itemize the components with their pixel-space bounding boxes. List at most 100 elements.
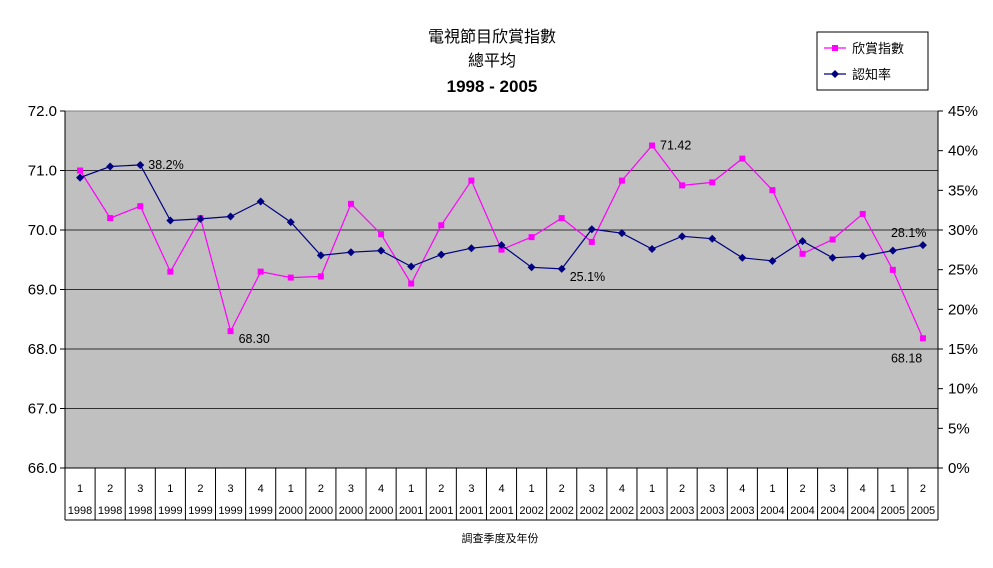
category-quarter-label: 3	[709, 483, 715, 495]
annotations: 38.2% 68.30 25.1% 71.42 28.1% 68.18	[148, 139, 926, 366]
right-axis: 45% 40% 35% 30% 25% 20% 15% 10% 5% 0%	[937, 103, 978, 477]
data-point-awareness	[858, 252, 867, 261]
category-quarter-label: 3	[137, 483, 143, 495]
data-point-awareness	[106, 162, 115, 171]
category-quarter-label: 4	[860, 483, 866, 495]
left-axis: 72.0 71.0 70.0 69.0 68.0 67.0 66.0	[28, 103, 66, 477]
data-point-awareness	[918, 241, 927, 250]
category-quarter-label: 1	[890, 483, 896, 495]
category-quarter-label: 2	[438, 483, 444, 495]
data-point-awareness	[346, 248, 355, 257]
category-year-label: 2002	[549, 505, 573, 517]
right-tick-label: 25%	[948, 262, 978, 279]
data-point-appreciation	[107, 215, 114, 222]
data-point-awareness	[377, 246, 386, 255]
category-year-label: 2005	[881, 505, 905, 517]
data-point-awareness	[256, 197, 265, 206]
data-point-appreciation	[167, 268, 174, 275]
right-tick-label: 20%	[948, 301, 978, 318]
data-point-appreciation	[378, 231, 385, 238]
category-quarter-label: 1	[769, 483, 775, 495]
data-point-awareness	[617, 229, 626, 238]
data-point-awareness	[708, 234, 717, 243]
data-point-awareness	[196, 214, 205, 223]
data-point-awareness	[76, 173, 85, 182]
data-point-awareness	[407, 262, 416, 271]
category-quarter-label: 2	[318, 483, 324, 495]
gridlines	[65, 170, 938, 409]
data-label: 71.42	[660, 139, 691, 153]
data-point-appreciation	[317, 273, 324, 280]
data-point-awareness	[888, 246, 897, 255]
data-point-appreciation	[347, 200, 354, 207]
series	[76, 142, 927, 342]
category-quarter-label: 1	[649, 483, 655, 495]
data-point-awareness	[316, 251, 325, 260]
category-year-label: 1999	[248, 505, 272, 517]
legend-box	[816, 31, 929, 91]
data-point-awareness	[768, 256, 777, 265]
right-tick-label: 0%	[948, 460, 970, 477]
category-quarter-label: 3	[228, 483, 234, 495]
category-year-label: 2000	[339, 505, 363, 517]
right-tick-label: 35%	[948, 182, 978, 199]
category-year-label: 1998	[128, 505, 152, 517]
category-year-label: 2002	[610, 505, 634, 517]
data-point-awareness	[166, 216, 175, 225]
category-year-label: 2001	[489, 505, 513, 517]
right-tick-label: 5%	[948, 420, 970, 437]
category-year-label: 2004	[790, 505, 814, 517]
title-line-1: 電視節目欣賞指數	[428, 27, 556, 46]
category-quarter-label: 3	[348, 483, 354, 495]
left-tick-label: 72.0	[28, 103, 57, 120]
data-point-awareness	[678, 232, 687, 241]
category-quarter-label: 3	[830, 483, 836, 495]
data-point-awareness	[437, 250, 446, 259]
category-quarter-label: 1	[529, 483, 535, 495]
right-tick-label: 40%	[948, 143, 978, 160]
category-year-label: 1998	[68, 505, 92, 517]
data-point-awareness	[648, 245, 657, 254]
legend-marker-awareness	[831, 70, 839, 78]
category-quarter-label: 4	[258, 483, 264, 495]
chart-title: 電視節目欣賞指數 總平均 1998 - 2005	[428, 27, 556, 96]
data-point-awareness	[527, 263, 536, 272]
category-year-label: 2001	[429, 505, 453, 517]
data-point-appreciation	[889, 266, 896, 273]
data-point-appreciation	[438, 222, 445, 229]
data-point-appreciation	[227, 328, 234, 335]
category-year-label: 2001	[399, 505, 423, 517]
data-point-appreciation	[558, 215, 565, 222]
category-year-label: 2002	[519, 505, 543, 517]
data-point-appreciation	[137, 203, 144, 210]
category-quarter-label: 3	[468, 483, 474, 495]
legend-label-appreciation: 欣賞指數	[852, 42, 904, 57]
category-quarter-label: 2	[799, 483, 805, 495]
data-point-awareness	[286, 218, 295, 227]
category-quarter-label: 2	[197, 483, 203, 495]
category-quarter-label: 1	[288, 483, 294, 495]
category-quarter-label: 2	[679, 483, 685, 495]
data-point-appreciation	[709, 179, 716, 186]
data-point-awareness	[557, 264, 566, 273]
data-point-appreciation	[257, 268, 264, 275]
category-quarter-label: 4	[498, 483, 504, 495]
category-year-label: 2003	[640, 505, 664, 517]
left-tick-label: 67.0	[28, 401, 57, 418]
category-year-label: 2004	[760, 505, 784, 517]
data-point-awareness	[738, 253, 747, 262]
data-point-appreciation	[799, 250, 806, 257]
legend: 欣賞指數 認知率	[816, 31, 929, 91]
left-tick-label: 70.0	[28, 222, 57, 239]
data-point-awareness	[587, 225, 596, 234]
data-point-awareness	[828, 253, 837, 262]
category-year-label: 2003	[700, 505, 724, 517]
category-quarter-label: 4	[619, 483, 625, 495]
data-label: 38.2%	[148, 158, 183, 172]
category-axis: 1 1998 2 1998 3 1998 1 1999 2 1999 3 1999 4 1999 1 2000…	[64, 467, 939, 521]
data-label: 28.1%	[891, 226, 926, 240]
category-year-label: 2004	[820, 505, 844, 517]
right-tick-label: 10%	[948, 381, 978, 398]
left-tick-label: 66.0	[28, 460, 57, 477]
